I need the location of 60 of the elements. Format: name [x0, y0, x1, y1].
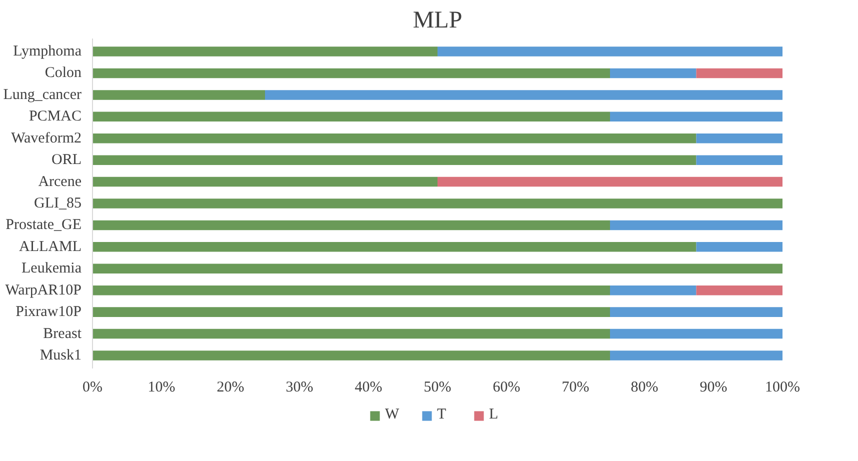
bar [696, 285, 782, 296]
x-tick-label: 70% [562, 380, 590, 396]
bar [610, 112, 782, 122]
y-tick-label: Waveform2 [11, 130, 82, 146]
bar [92, 350, 610, 360]
bar [92, 307, 610, 317]
bar [610, 307, 782, 317]
y-tick-label: Lung_cancer [3, 86, 82, 103]
bar [610, 285, 696, 296]
bar [92, 112, 610, 122]
y-tick-label: ALLAML [19, 238, 82, 255]
bar [696, 133, 782, 144]
bar [92, 285, 610, 296]
legend-label: W [385, 406, 400, 424]
y-tick-label: Breast [43, 326, 82, 342]
bar [92, 328, 610, 339]
bar [696, 155, 782, 165]
y-tick-label: WarpAR10P [5, 282, 82, 298]
bar [92, 133, 696, 144]
x-tick-label: 30% [286, 380, 314, 396]
bar [92, 198, 782, 208]
bar [92, 242, 696, 252]
bar [610, 328, 782, 339]
bar [610, 68, 696, 78]
bar [696, 68, 782, 78]
y-tick-label: GLI_85 [34, 196, 82, 212]
y-tick-label: PCMAC [28, 108, 82, 125]
legend-label: L [489, 406, 500, 424]
x-tick-label: 40% [354, 380, 382, 396]
y-tick-label: Arcene [38, 174, 82, 190]
x-tick-label: 100% [765, 380, 800, 396]
bar [92, 220, 610, 230]
x-tick-label: 10% [148, 380, 176, 396]
x-tick-label: 90% [700, 380, 728, 396]
bar [92, 264, 782, 274]
bar [610, 220, 782, 230]
legend-label: T [437, 406, 448, 424]
x-tick-label: 0% [82, 380, 102, 396]
y-tick-label: Prostate_GE [6, 217, 82, 234]
y-tick-label: Leukemia [22, 260, 82, 277]
y-tick-label: Colon [44, 65, 82, 82]
x-tick-label: 60% [492, 380, 520, 396]
bar [92, 68, 610, 78]
bar [92, 46, 438, 56]
y-tick-label: Pixraw10P [16, 304, 82, 320]
y-tick-label: Musk1 [40, 347, 82, 364]
bar [610, 350, 782, 360]
chart-title: MLP [412, 8, 462, 34]
x-tick-label: 80% [630, 380, 658, 396]
bar [438, 176, 782, 187]
bar [92, 155, 696, 165]
y-tick-label: Lymphoma [13, 44, 82, 60]
bar [696, 242, 782, 252]
x-tick-label: 20% [216, 380, 244, 396]
bar [438, 46, 782, 56]
bar [92, 176, 438, 187]
bar [265, 90, 782, 100]
bar [92, 90, 265, 100]
x-tick-label: 50% [424, 380, 452, 396]
y-tick-label: ORL [52, 152, 82, 168]
